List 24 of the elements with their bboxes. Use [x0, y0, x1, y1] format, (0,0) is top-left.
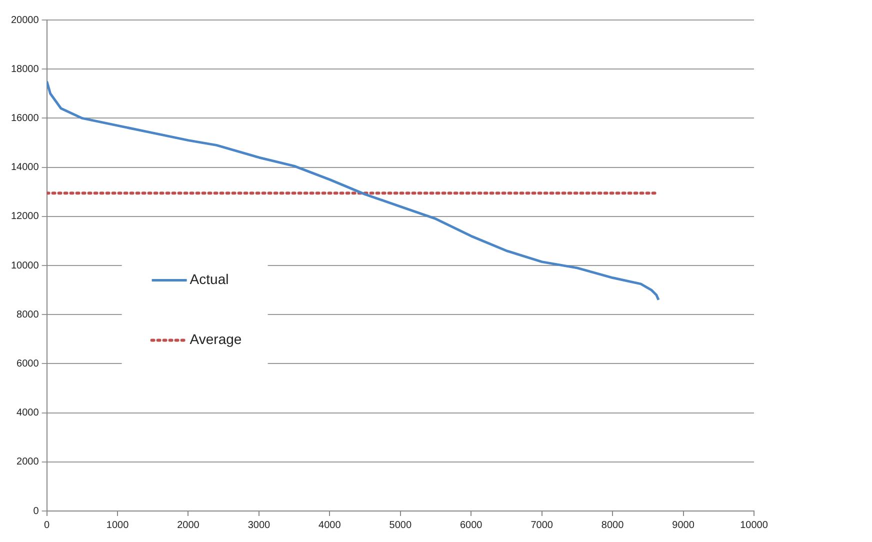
- y-tick-label: 0: [33, 506, 40, 517]
- y-tick-label: 12000: [10, 211, 40, 222]
- y-tick-label: 18000: [10, 64, 40, 75]
- legend-label: Average: [190, 331, 242, 348]
- y-tick-label: 8000: [16, 309, 40, 320]
- x-tick-label: 0: [44, 520, 50, 531]
- x-tick-label: 10000: [740, 520, 768, 531]
- x-tick-label: 2000: [177, 520, 200, 531]
- x-tick-label: 7000: [530, 520, 554, 531]
- x-tick-label: 4000: [318, 520, 342, 531]
- x-tick-label: 3000: [248, 520, 271, 531]
- x-tick-label: 9000: [672, 520, 695, 531]
- x-tick-label: 1000: [106, 520, 130, 531]
- y-tick-label: 20000: [10, 14, 40, 26]
- y-tick-label: 2000: [16, 456, 40, 468]
- y-tick-label: 4000: [16, 408, 40, 419]
- x-tick-label: 5000: [389, 520, 412, 531]
- legend-label: Actual: [190, 271, 229, 288]
- y-tick-label: 6000: [16, 358, 40, 370]
- y-tick-label: 10000: [10, 260, 40, 272]
- y-tick-label: 16000: [10, 112, 40, 124]
- y-tick-label: 14000: [10, 162, 40, 174]
- x-tick-label: 6000: [460, 520, 483, 531]
- x-tick-label: 8000: [601, 520, 624, 531]
